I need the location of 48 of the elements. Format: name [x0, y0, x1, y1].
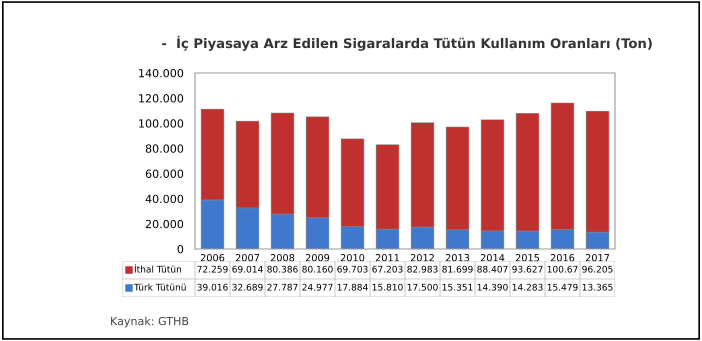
data-label: 82.983 [407, 266, 438, 273]
legend-label: İthal Tütün [134, 264, 182, 273]
data-label: 80.160 [302, 266, 333, 273]
data-label: 14.390 [478, 284, 508, 291]
data-label: 69.014 [232, 266, 263, 273]
y-tick-label: 100.000 [139, 119, 184, 128]
data-label: 67.203 [372, 266, 403, 273]
data-label: 17.500 [408, 284, 438, 291]
data-label: 80.386 [267, 266, 298, 273]
data-label: 72.259 [197, 266, 228, 273]
y-tick-label: 120.000 [139, 94, 184, 103]
y-tick-label: 60.000 [146, 170, 184, 178]
y-tick-label: 140.000 [139, 68, 184, 78]
x-tick-label: 2017 [586, 254, 610, 262]
data-label: 93.627 [512, 266, 543, 273]
data-label: 15.479 [548, 284, 578, 291]
x-tick-label: 2008 [270, 254, 294, 262]
x-tick-label: 2006 [200, 254, 224, 262]
data-label: 24.977 [302, 284, 333, 291]
x-tick-label: 2014 [480, 254, 504, 262]
data-label: 39.016 [197, 284, 228, 291]
y-tick-label: 80.000 [146, 144, 184, 153]
data-label: 100.67 [548, 266, 578, 273]
data-label: 32.689 [232, 284, 263, 291]
data-label: 27.787 [267, 284, 298, 291]
data-label: 69.703 [337, 266, 368, 273]
text: Kaynak: GTHB [111, 316, 188, 328]
x-tick-label: 2011 [376, 254, 399, 262]
data-label: 14.283 [512, 284, 543, 291]
y-tick-label: 0 [178, 244, 184, 254]
x-tick-label: 2016 [550, 254, 574, 262]
y-tick-label: 20.000 [146, 220, 184, 228]
data-label: 15.810 [372, 284, 403, 291]
y-tick-label: 40.000 [146, 194, 184, 204]
data-label: 88.407 [477, 266, 508, 273]
legend-label: Türk Tütünü [134, 284, 186, 291]
x-tick-label: 2010 [340, 254, 364, 262]
x-tick-label: 2007 [236, 254, 260, 262]
data-label: 96.205 [582, 266, 613, 273]
x-tick-label: 2013 [446, 254, 470, 262]
x-tick-label: 2015 [516, 254, 540, 262]
x-tick-label: 2009 [306, 254, 330, 262]
x-tick-label: 2012 [410, 254, 434, 262]
data-label: 81.699 [442, 266, 473, 273]
data-label: 13.365 [582, 284, 613, 291]
data-label: 15.351 [442, 284, 472, 291]
data-label: 17.884 [338, 284, 368, 291]
chart-title: - İç Piyasaya Arz Edilen Sigaralarda Tütün Kullanım Oranları (Ton) [162, 36, 652, 51]
